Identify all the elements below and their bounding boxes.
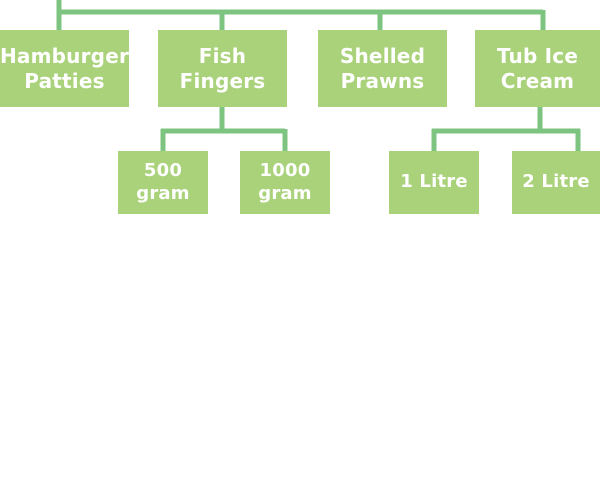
node-label-line: gram bbox=[136, 182, 190, 204]
node-label-line: 500 bbox=[143, 160, 183, 181]
node-label-line: Shelled bbox=[339, 43, 426, 68]
node-label-line: Tub Ice bbox=[496, 43, 579, 68]
node-1-litre: 1 Litre bbox=[389, 151, 479, 214]
node-label-line: 1000 bbox=[259, 160, 311, 181]
node-label-line: Hamburger bbox=[0, 43, 130, 68]
node-500-gram: 500 gram bbox=[118, 151, 208, 214]
node-fish-fingers: Fish Fingers bbox=[158, 30, 287, 107]
node-label-line: 2 Litre bbox=[522, 171, 590, 193]
node-label-line: gram bbox=[258, 182, 312, 204]
node-label-line: Fingers bbox=[179, 68, 266, 93]
node-2-litre: 2 Litre bbox=[512, 151, 600, 214]
node-label-line: Cream bbox=[500, 68, 575, 93]
node-1000-gram: 1000 gram bbox=[240, 151, 330, 214]
node-label-line: 1 Litre bbox=[400, 171, 468, 193]
node-label-line: Prawns bbox=[340, 68, 425, 93]
node-tub-ice-cream: Tub Ice Cream bbox=[475, 30, 600, 107]
node-label-line: Patties bbox=[24, 68, 105, 93]
node-label-line: Fish bbox=[198, 43, 247, 68]
node-hamburger-patties: Hamburger Patties bbox=[0, 30, 129, 107]
node-shelled-prawns: Shelled Prawns bbox=[318, 30, 447, 107]
